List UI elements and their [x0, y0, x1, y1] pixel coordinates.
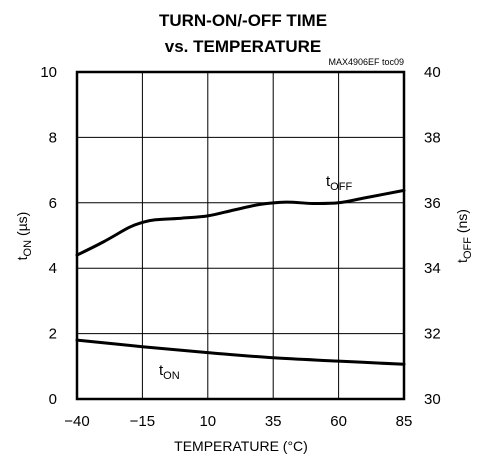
chart-title-line-2: vs. TEMPERATURE [165, 37, 322, 56]
x-tick-label-3: 35 [265, 413, 282, 430]
series-label-ton-main: t [159, 362, 164, 379]
y-left-label-unit: (µs) [14, 212, 30, 240]
y-right-tick-label-5: 40 [424, 64, 441, 81]
x-axis-ticks: −40 −15 10 35 60 85 [64, 413, 412, 430]
x-axis-label: TEMPERATURE (°C) [174, 438, 308, 454]
y-right-axis-label: tOFF (ns) [454, 209, 474, 263]
y-right-label-sub: OFF [462, 237, 474, 259]
x-tick-label-0: −40 [64, 413, 89, 430]
y-right-tick-label-3: 36 [424, 195, 441, 212]
x-tick-label-2: 10 [199, 413, 216, 430]
y-right-label-unit: (ns) [454, 209, 470, 237]
y-right-tick-label-0: 30 [424, 391, 441, 408]
chart-title-line-1: TURN-ON/-OFF TIME [159, 11, 327, 30]
y-left-tick-label-0: 0 [49, 391, 57, 408]
y-right-tick-label-1: 32 [424, 326, 441, 343]
x-tick-label-1: −15 [130, 413, 155, 430]
y-right-axis-ticks: 30 32 34 36 38 40 [424, 64, 441, 408]
series-lines [75, 188, 406, 366]
y-left-tick-label-5: 10 [40, 64, 57, 81]
series-label-toff: tOFF [326, 173, 352, 193]
y-right-tick-label-4: 38 [424, 129, 441, 146]
series-label-ton-sub: ON [163, 370, 180, 382]
series-line-ton [75, 338, 406, 366]
y-left-tick-label-1: 2 [49, 326, 57, 343]
series-label-toff-main: t [326, 173, 331, 190]
y-right-label-main: t [454, 259, 470, 263]
y-left-tick-label-3: 6 [49, 195, 57, 212]
y-left-axis-label: tON (µs) [14, 212, 34, 261]
y-left-label-sub: ON [22, 240, 34, 257]
figure-tag: MAX4906EF toc09 [328, 57, 404, 67]
y-left-tick-label-4: 8 [49, 129, 57, 146]
grid-lines [76, 71, 405, 400]
plot-frame [75, 70, 406, 401]
series-label-ton: tON [159, 362, 180, 382]
series-label-toff-sub: OFF [330, 181, 352, 193]
y-left-axis-ticks: 0 2 4 6 8 10 [40, 64, 57, 408]
x-tick-label-4: 60 [330, 413, 347, 430]
y-left-label-main: t [14, 256, 30, 260]
y-left-tick-label-2: 4 [49, 260, 57, 277]
series-line-toff [75, 188, 406, 257]
x-tick-label-5: 85 [396, 413, 413, 430]
y-right-tick-label-2: 34 [424, 260, 441, 277]
